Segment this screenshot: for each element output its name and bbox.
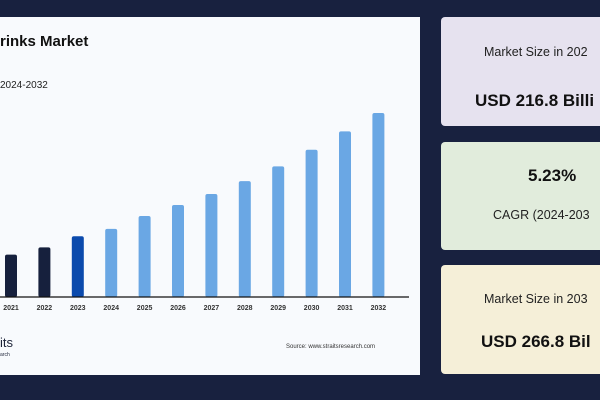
card-value: 5.23% <box>528 166 577 185</box>
x-tick-label: 2021 <box>3 305 19 312</box>
card-label: CAGR (2024-203 <box>493 208 590 222</box>
x-tick-label: 2023 <box>70 305 86 312</box>
x-tick-label: 2031 <box>337 305 353 312</box>
chart-subtitle: 2024-2032 <box>0 80 48 91</box>
logo-text: its <box>0 335 13 350</box>
x-tick-label: 2029 <box>270 305 286 312</box>
x-tick-label: 2027 <box>204 305 220 312</box>
card-label: Market Size in 203 <box>484 292 588 306</box>
card-value: USD 266.8 Bil <box>481 332 591 351</box>
bar-2031 <box>339 131 351 297</box>
straits-logo: its arch <box>0 335 13 358</box>
card-value: USD 216.8 Billi <box>475 91 595 110</box>
source-text: Source: www.straitsresearch.com <box>286 344 376 350</box>
chart-title: rinks Market <box>0 33 89 50</box>
x-tick-label: 2032 <box>371 305 387 312</box>
bar-2023 <box>71 236 84 297</box>
x-tick-label: 2025 <box>137 305 153 312</box>
cagr-card: 5.23% CAGR (2024-203 <box>441 142 600 250</box>
x-tick-label: 2026 <box>170 305 186 312</box>
bar-2024 <box>105 228 118 297</box>
market-size-2024-card: Market Size in 202 USD 216.8 Billi <box>441 17 600 126</box>
bar-2025 <box>138 216 151 297</box>
x-tick-label: 2028 <box>237 305 253 312</box>
logo-subtext: arch <box>0 351 10 358</box>
x-tick-label: 2030 <box>304 305 320 312</box>
card-label: Market Size in 202 <box>484 45 588 59</box>
bar-2029 <box>272 166 285 297</box>
x-tick-label: 2022 <box>37 305 53 312</box>
bar-2022 <box>38 247 51 297</box>
bar-2032 <box>372 113 385 297</box>
bar-2030 <box>305 149 318 297</box>
bar-2028 <box>238 181 251 297</box>
bar-2027 <box>205 193 218 297</box>
x-tick-label: 2024 <box>103 305 119 312</box>
bar-2026 <box>172 205 184 297</box>
bar-2021 <box>5 254 17 297</box>
bar-chart: 2021 2022 2023 2024 2025 2026 2027 2028 2029 2030… <box>0 113 409 312</box>
market-size-2032-card: Market Size in 203 USD 266.8 Bil <box>441 265 600 374</box>
